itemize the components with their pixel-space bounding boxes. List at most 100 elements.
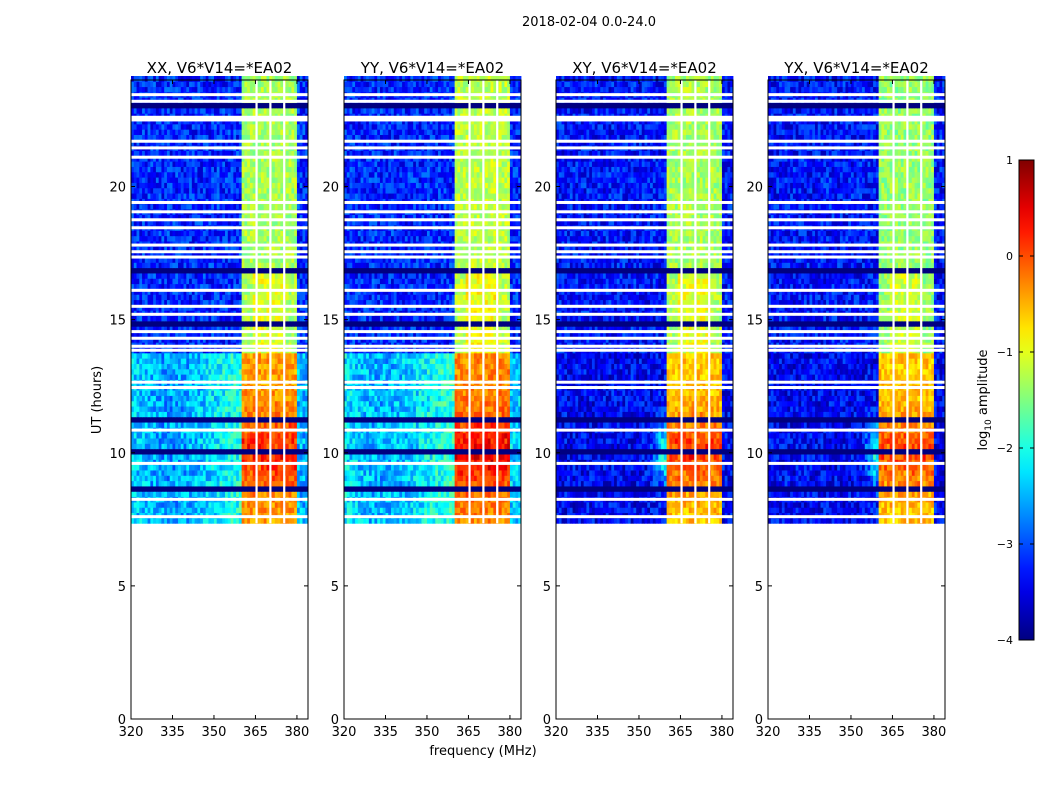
- heatmap-cell: [189, 235, 193, 242]
- heatmap-cell: [260, 177, 265, 183]
- heatmap-cell: [161, 283, 165, 290]
- heatmap-cell: [266, 134, 270, 141]
- heatmap-cell: [208, 470, 212, 476]
- heatmap-cell: [142, 166, 146, 173]
- heatmap-cell: [305, 134, 309, 141]
- heatmap-cell: [133, 368, 137, 375]
- heatmap-cell: [277, 331, 281, 338]
- heatmap-cell: [263, 470, 267, 476]
- heatmap-cell: [233, 139, 237, 146]
- heatmap-cell: [296, 438, 301, 444]
- heatmap-cell: [175, 406, 179, 412]
- heatmap-cell: [147, 294, 151, 301]
- heatmap-cell: [302, 448, 306, 455]
- heatmap-cell: [164, 193, 168, 199]
- heatmap-cell: [249, 139, 254, 146]
- heatmap-cell: [266, 177, 270, 183]
- heatmap-cell: [249, 150, 254, 157]
- heatmap-cell: [277, 187, 281, 194]
- heatmap-cell: [299, 422, 303, 428]
- heatmap-cell: [178, 150, 182, 157]
- heatmap-cell: [211, 193, 215, 199]
- heatmap-cell: [202, 507, 207, 514]
- heatmap-cell: [280, 395, 284, 402]
- heatmap-cell: [180, 129, 184, 135]
- heatmap-cell: [299, 246, 303, 253]
- heatmap-cell: [202, 118, 207, 125]
- heatmap-cell: [296, 443, 301, 450]
- heatmap-cell: [302, 123, 306, 130]
- heatmap-cell: [285, 320, 290, 327]
- heatmap-cell: [147, 358, 151, 364]
- heatmap-cell: [194, 331, 198, 338]
- heatmap-cell: [172, 299, 176, 306]
- heatmap-cell: [252, 422, 256, 428]
- heatmap-cell: [260, 475, 265, 482]
- heatmap-cell: [133, 438, 137, 444]
- heatmap-cell: [238, 155, 243, 162]
- heatmap-cell: [155, 251, 160, 258]
- heatmap-cell: [189, 326, 193, 333]
- heatmap-cell: [233, 155, 237, 162]
- heatmap-cell: [197, 395, 201, 402]
- heatmap-cell: [133, 352, 137, 359]
- heatmap-cell: [175, 182, 179, 189]
- heatmap-cell: [213, 475, 218, 482]
- heatmap-cell: [158, 368, 162, 375]
- heatmap-cell: [230, 294, 234, 301]
- heatmap-cell: [299, 230, 303, 237]
- heatmap-cell: [208, 502, 212, 508]
- heatmap-cell: [299, 491, 303, 498]
- heatmap-cell: [277, 123, 281, 130]
- heatmap-cell: [288, 486, 292, 492]
- heatmap-cell: [302, 203, 306, 210]
- heatmap-cell: [302, 187, 306, 194]
- heatmap-cell: [197, 262, 201, 269]
- heatmap-cell: [131, 315, 135, 322]
- heatmap-cell: [216, 214, 220, 221]
- heatmap-cell: [285, 422, 290, 428]
- heatmap-cell: [241, 470, 245, 476]
- heatmap-cell: [258, 326, 262, 333]
- heatmap-cell: [194, 395, 198, 402]
- heatmap-cell: [305, 374, 309, 380]
- heatmap-cell: [244, 203, 248, 210]
- heatmap-cell: [222, 129, 226, 135]
- heatmap-cell: [211, 166, 215, 173]
- heatmap-cell: [222, 443, 226, 450]
- heatmap-cell: [225, 203, 229, 210]
- heatmap-cell: [247, 246, 251, 253]
- heatmap-cell: [180, 331, 184, 338]
- heatmap-cell: [233, 304, 237, 311]
- heatmap-cell: [139, 187, 143, 194]
- heatmap-cell: [296, 411, 301, 418]
- heatmap-cell: [150, 352, 154, 359]
- heatmap-cell: [213, 257, 218, 263]
- heatmap-cell: [225, 406, 229, 412]
- heatmap-cell: [133, 470, 137, 476]
- heatmap-cell: [186, 432, 190, 439]
- heatmap-cell: [169, 278, 173, 285]
- heatmap-cell: [288, 161, 292, 167]
- heatmap-cell: [296, 123, 301, 130]
- heatmap-cell: [247, 502, 251, 508]
- heatmap-cell: [150, 326, 154, 333]
- heatmap-cell: [161, 171, 165, 178]
- heatmap-cell: [296, 475, 301, 482]
- heatmap-cell: [227, 438, 231, 444]
- heatmap-cell: [194, 326, 198, 333]
- heatmap-cell: [142, 486, 146, 492]
- heatmap-cell: [142, 294, 146, 301]
- heatmap-cell: [191, 400, 196, 407]
- heatmap-cell: [133, 278, 137, 285]
- heatmap-cell: [222, 480, 226, 487]
- heatmap-cell: [158, 438, 162, 444]
- heatmap-cell: [200, 177, 204, 183]
- heatmap-cell: [296, 326, 301, 333]
- heatmap-cell: [272, 464, 276, 471]
- heatmap-cell: [175, 289, 179, 295]
- heatmap-cell: [200, 219, 204, 226]
- heatmap-cell: [186, 161, 190, 167]
- heatmap-cell: [252, 203, 256, 210]
- heatmap-cell: [274, 326, 278, 333]
